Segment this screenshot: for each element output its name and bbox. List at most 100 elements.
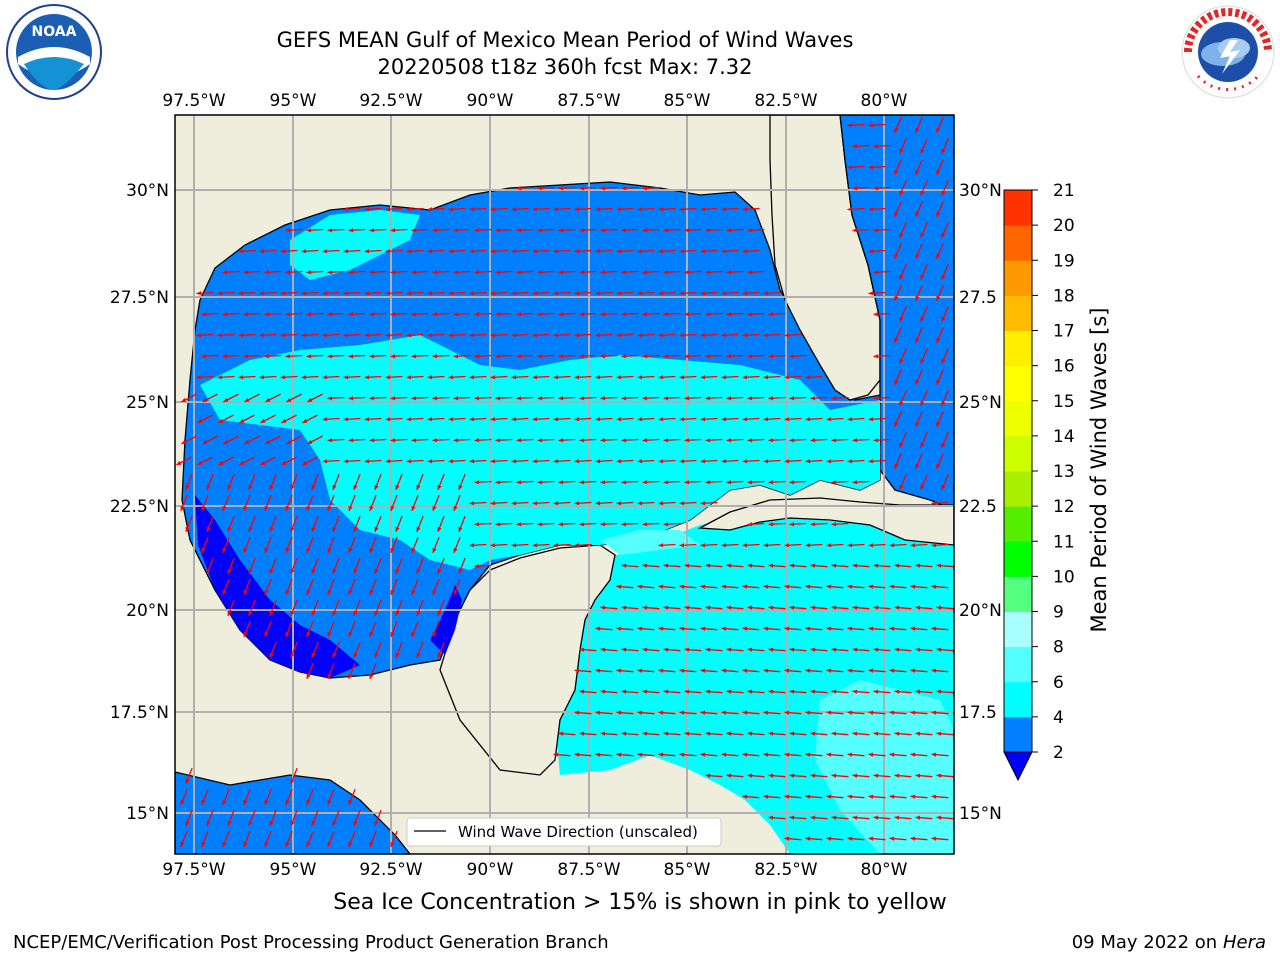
wind-wave-arrow-head: [348, 799, 353, 805]
wind-wave-arrow-head: [301, 249, 307, 254]
wind-wave-arrow-head: [721, 417, 727, 422]
wind-wave-arrow-head: [873, 689, 879, 694]
wind-wave-arrow-head: [432, 589, 437, 595]
wind-wave-arrow-head: [281, 460, 287, 465]
wind-wave-arrow-head: [385, 333, 391, 338]
wind-wave-arrow-head: [889, 836, 895, 841]
wind-wave-arrow-head: [490, 249, 496, 254]
wind-wave-arrow-head: [826, 668, 832, 673]
wind-wave-arrow-head: [658, 459, 664, 464]
wind-wave-arrow-head: [364, 333, 370, 338]
wind-wave-arrow-head: [747, 480, 753, 485]
wind-wave-arrow-head: [868, 249, 874, 254]
wind-wave-arrow-head: [369, 438, 375, 443]
wind-wave-arrow-head: [894, 647, 900, 652]
wind-wave-arrow-head: [285, 270, 291, 275]
wind-wave-arrow-head: [637, 710, 643, 715]
wind-wave-arrow-head: [574, 543, 580, 548]
wind-wave-arrow-head: [637, 584, 643, 589]
colorbar-segment: [1004, 330, 1032, 367]
wind-wave-arrow-head: [621, 186, 627, 191]
wind-wave-arrow-head: [243, 631, 248, 637]
wind-wave-arrow-head: [784, 584, 790, 589]
wind-wave-arrow-head: [700, 207, 706, 212]
wind-wave-arrow-head: [721, 543, 727, 548]
wind-wave-arrow-head: [259, 333, 265, 338]
wind-wave-arrow-head: [390, 438, 396, 443]
wind-wave-arrow-head: [432, 547, 437, 553]
wind-wave-arrow-head: [327, 841, 332, 847]
wind-wave-arrow-head: [936, 295, 941, 301]
wind-wave-arrow-head: [579, 186, 585, 191]
wind-wave-arrow-head: [364, 459, 370, 464]
wind-wave-arrow-head: [679, 501, 685, 506]
wind-wave-arrow-head: [768, 647, 774, 652]
wind-wave-arrow-head: [705, 731, 711, 736]
wind-wave-arrow-head: [936, 563, 942, 568]
wind-wave-arrow-head: [206, 568, 211, 574]
wind-wave-arrow-head: [327, 673, 332, 679]
wind-wave-arrow-head: [416, 568, 421, 574]
wind-wave-arrow-head: [558, 270, 564, 275]
wind-wave-arrow-head: [243, 270, 249, 275]
wind-wave-arrow-head: [322, 291, 328, 296]
credit-text: NCEP/EMC/Verification Post Processing Pr…: [13, 932, 609, 953]
wind-wave-arrow-head: [852, 647, 858, 652]
wind-wave-arrow-head: [264, 270, 270, 275]
wind-wave-arrow-head: [458, 568, 463, 574]
wind-wave-arrow-head: [432, 228, 438, 233]
wind-wave-arrow-head: [537, 438, 543, 443]
wind-wave-arrow-head: [684, 438, 690, 443]
wind-wave-arrow-head: [574, 710, 580, 715]
wind-wave-arrow-head: [374, 652, 379, 658]
wind-wave-arrow-head: [306, 228, 312, 233]
wind-wave-arrow-head: [474, 564, 480, 569]
wind-wave-arrow-head: [889, 752, 895, 757]
wind-wave-arrow-head: [616, 584, 622, 589]
wind-wave-arrow-head: [327, 354, 333, 359]
colorbar-tick-label: 11: [1053, 532, 1075, 552]
wind-wave-arrow-head: [248, 526, 253, 532]
wind-wave-arrow-head: [206, 526, 211, 532]
wind-wave-arrow-head: [915, 689, 921, 694]
wind-wave-arrow-head: [301, 375, 307, 380]
wind-wave-arrow-head: [658, 710, 664, 715]
wind-wave-arrow-head: [217, 291, 223, 296]
wind-wave-arrow-head: [369, 354, 375, 359]
wind-wave-arrow-head: [726, 773, 732, 778]
wind-wave-arrow-head: [941, 400, 946, 406]
wind-wave-arrow-head: [847, 417, 853, 422]
wind-wave-arrow-head: [579, 228, 585, 233]
wind-wave-arrow-head: [826, 584, 832, 589]
wind-wave-arrow-head: [290, 652, 295, 658]
wind-wave-arrow-head: [280, 291, 286, 296]
wind-wave-arrow-head: [474, 354, 480, 359]
wind-wave-arrow-head: [920, 400, 925, 406]
wind-wave-arrow-head: [894, 211, 899, 217]
wind-wave-arrow-head: [285, 589, 290, 595]
wind-wave-arrow-head: [427, 207, 433, 212]
wind-wave-arrow-head: [700, 501, 706, 506]
wind-wave-arrow-head: [852, 731, 858, 736]
lat-tick: 30°N: [959, 181, 1002, 201]
wind-wave-arrow-head: [537, 480, 543, 485]
wind-wave-arrow-head: [553, 543, 559, 548]
wind-wave-arrow-head: [684, 480, 690, 485]
wind-wave-arrow-head: [574, 207, 580, 212]
lon-tick: 97.5°W: [162, 91, 225, 111]
wind-wave-arrow-head: [658, 375, 664, 380]
wind-wave-arrow-head: [348, 841, 353, 847]
wind-wave-arrow-head: [427, 417, 433, 422]
wind-wave-arrow-head: [637, 668, 643, 673]
lat-tick: 27.5: [959, 288, 997, 308]
wind-wave-arrow-head: [600, 270, 606, 275]
wind-wave-arrow-head: [537, 312, 543, 317]
wind-wave-arrow-head: [448, 333, 454, 338]
wind-wave-arrow-head: [616, 291, 622, 296]
wind-wave-arrow-head: [847, 836, 853, 841]
wind-wave-arrow-head: [574, 375, 580, 380]
wind-wave-arrow-head: [910, 543, 916, 548]
wind-wave-arrow-head: [789, 438, 795, 443]
wind-wave-arrow-head: [206, 820, 211, 826]
